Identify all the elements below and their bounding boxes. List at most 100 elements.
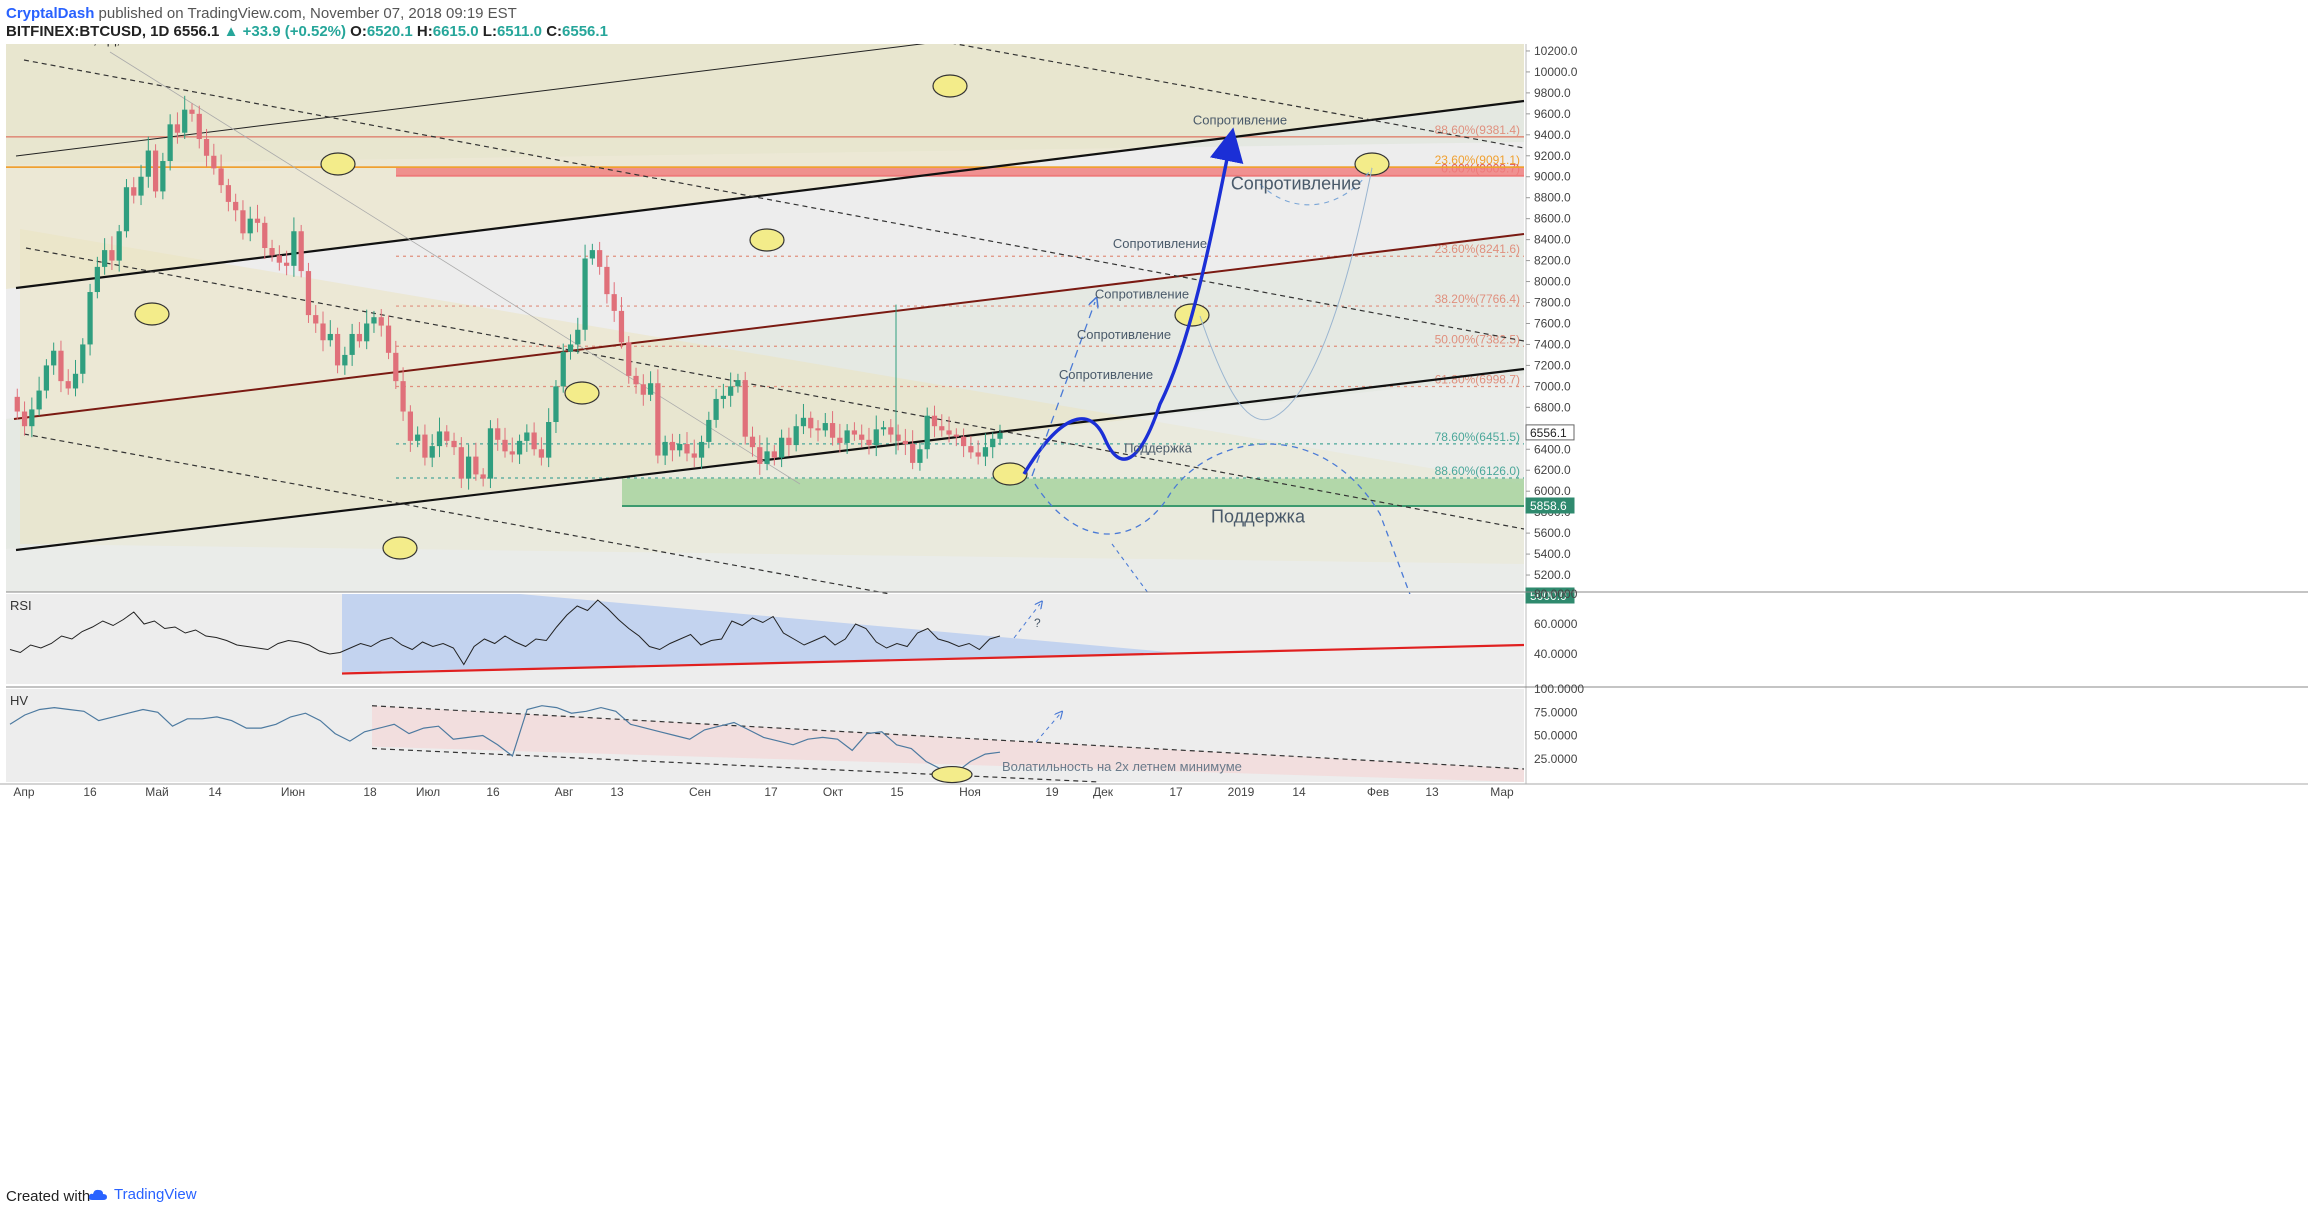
candle-body <box>65 381 71 389</box>
candle-body <box>800 417 807 427</box>
touch-point-ellipse <box>749 228 785 252</box>
rsi-pane[interactable]: ? RSI 80.0000 60.0000 40.0000 <box>6 587 2308 684</box>
candle-body <box>94 266 100 293</box>
time-tick-label: Сен <box>689 785 711 799</box>
trend-line <box>15 44 925 157</box>
price-tick-label: 5600.0 <box>1534 526 1571 540</box>
candle-body <box>29 409 35 427</box>
price-tag <box>1525 497 1575 514</box>
price-tick-label: 8200.0 <box>1534 254 1571 268</box>
time-tick-label: Апр <box>13 785 35 799</box>
hv-tick-label: 75.0000 <box>1534 705 1578 719</box>
candle-body <box>342 354 348 366</box>
touch-point-ellipse <box>382 536 418 560</box>
price-pane[interactable]: 88.60%(9381.4)23.60%(9091.1)0.00%(9009.7… <box>6 44 2308 784</box>
hv-channel-fill <box>372 705 1524 782</box>
price-tick-label: 7200.0 <box>1534 358 1571 372</box>
hv-tick-label: 25.0000 <box>1534 752 1578 766</box>
hv-upper-line <box>371 705 1525 770</box>
touch-point-ellipse <box>1354 152 1390 176</box>
time-axis[interactable]: Апр 16 Май 14 Июн 18 Июл 16 Авг 13 Сен 17 Окт 15 Ноя 19… <box>0 783 2308 802</box>
candle-body <box>749 436 756 448</box>
tradingview-logo[interactable]: TradingView <box>88 1186 197 1203</box>
trend-line <box>13 233 1525 420</box>
candle-body <box>444 431 450 441</box>
candle-body <box>997 432 1003 439</box>
annotation-label: Сопротивление <box>1193 112 1287 127</box>
annotation-label: Сопротивление <box>1095 286 1189 301</box>
candle-body <box>167 124 173 162</box>
fib-label: 78.60%(6451.5) <box>1435 430 1520 444</box>
candle-body <box>51 350 57 366</box>
chart-canvas[interactable]: 88.60%(9381.4)23.60%(9091.1)0.00%(9009.7… <box>0 44 2308 1180</box>
candle-body <box>422 434 428 458</box>
time-tick-label: Фев <box>1367 785 1389 799</box>
candle-body <box>203 139 210 156</box>
time-tick-label: Ноя <box>959 785 981 799</box>
candle-body <box>698 441 705 458</box>
candle-body <box>109 250 115 261</box>
candle-body <box>924 415 930 450</box>
candle-body <box>247 218 253 234</box>
candle-body <box>429 446 435 458</box>
candle-body <box>87 292 93 345</box>
candle-body <box>400 381 406 412</box>
candle-body <box>269 248 275 256</box>
candle-body <box>655 383 661 456</box>
candle-body <box>451 440 457 448</box>
candle-body <box>618 310 625 343</box>
candle-body <box>866 439 872 446</box>
candle-body <box>509 451 515 455</box>
candle-body <box>225 185 232 202</box>
candle-body <box>189 109 195 114</box>
candle-body <box>735 380 741 387</box>
rsi-support-line <box>341 643 1525 675</box>
candle-body <box>968 446 974 453</box>
ohlc-open-label: O: <box>350 23 367 40</box>
candle-body <box>116 231 122 261</box>
fib-label: 38.20%(7766.4) <box>1435 292 1520 306</box>
candle-body <box>21 411 28 427</box>
candle-body <box>254 218 261 223</box>
trend-line <box>23 433 891 595</box>
candle-body <box>713 398 719 420</box>
hv-pane[interactable]: Волатильность на 2х летнем минимуме HV 100… <box>6 682 2308 784</box>
author-link[interactable]: CryptalDash <box>6 5 95 22</box>
candle-body <box>720 395 727 399</box>
candle-body <box>662 441 668 456</box>
candle-body <box>975 452 981 457</box>
candle-body <box>262 222 268 249</box>
candle-body <box>910 444 916 463</box>
candle-body <box>240 210 246 234</box>
candle-body <box>378 317 384 326</box>
projection-path <box>1022 127 1244 475</box>
candle-body <box>480 474 486 479</box>
price-tick-label: 6400.0 <box>1534 442 1571 456</box>
price-tag-label: 6556.1 <box>1530 426 1567 440</box>
candle-body <box>516 440 523 455</box>
ohlc-open: 6520.1 <box>366 23 413 40</box>
symbol-name: BITFINEX:BTCUSD, 1D <box>6 23 170 40</box>
price-tick-label: 10200.0 <box>1534 44 1578 58</box>
candle-body <box>211 155 217 169</box>
scenario-arc <box>1259 167 1373 206</box>
candle-body <box>706 419 712 442</box>
price-tick-label: 9000.0 <box>1534 170 1571 184</box>
trend-line <box>953 44 1525 149</box>
trend-line <box>23 59 1525 342</box>
candle-body <box>582 258 588 330</box>
candle-body <box>546 422 552 458</box>
last-price: 6556.1 <box>173 23 220 40</box>
candle-body <box>196 113 202 140</box>
created-with-label: Created with <box>6 1188 91 1205</box>
hv-title: HV <box>10 693 28 708</box>
time-tick-label: 13 <box>1425 785 1439 799</box>
candle-body <box>589 250 595 259</box>
rsi-tick-label: 60.0000 <box>1534 617 1578 631</box>
price-tick-label: 8600.0 <box>1534 212 1571 226</box>
annotation-label: Сопротивление <box>1077 327 1171 342</box>
candle-body <box>458 447 464 479</box>
time-tick-label: Окт <box>823 785 844 799</box>
candle-body <box>931 415 938 427</box>
candle-body <box>276 255 282 263</box>
